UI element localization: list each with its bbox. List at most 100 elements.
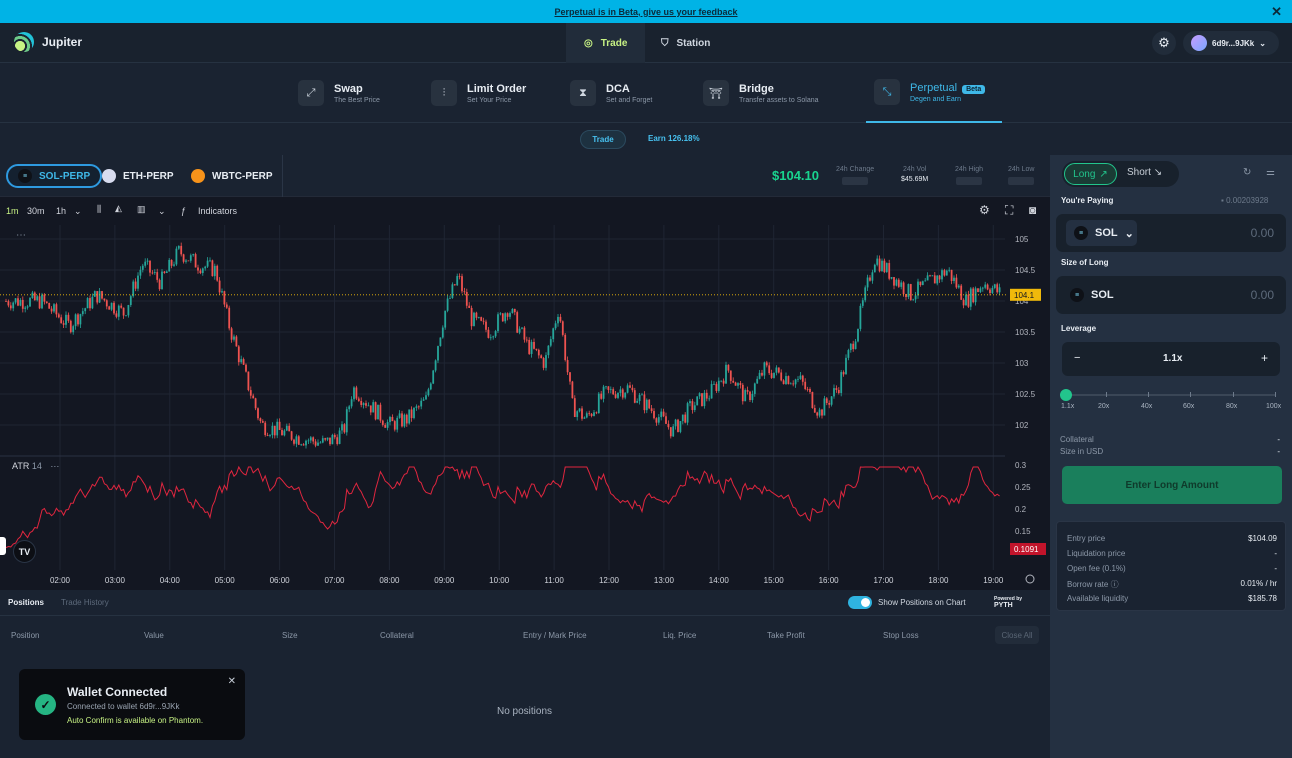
candle-body xyxy=(725,364,727,384)
tab-positions[interactable]: Positions xyxy=(8,598,45,607)
settings-sliders-icon[interactable]: ⚌ xyxy=(1266,167,1275,178)
mode-trade-button[interactable]: Trade xyxy=(580,130,626,149)
close-icon[interactable]: ✕ xyxy=(227,676,236,687)
y-tick-label: 104.5 xyxy=(1015,266,1036,275)
camera-icon[interactable]: ◙ xyxy=(1029,203,1037,217)
candle-body xyxy=(91,296,94,309)
bar-chart-icon[interactable]: ▥ xyxy=(137,204,146,214)
candle-body xyxy=(233,336,235,340)
feedback-link[interactable]: Perpetual is in Beta, give us your feedb… xyxy=(554,6,738,17)
sol-icon: ≡ xyxy=(18,169,32,183)
long-button[interactable]: Long ↗ xyxy=(1064,163,1117,185)
beta-banner: Perpetual is in Beta, give us your feedb… xyxy=(0,0,1292,23)
indicators-button[interactable]: Indicators xyxy=(198,206,238,216)
info-icon[interactable]: ⓘ xyxy=(1110,580,1119,589)
market-eth-perp[interactable]: ETH-PERP xyxy=(92,164,184,188)
wbtc-icon xyxy=(191,169,205,183)
candle-body xyxy=(895,279,898,286)
trend-down-icon: ↘ xyxy=(1153,167,1163,178)
size-amount-input[interactable]: 0.00 xyxy=(1250,288,1274,302)
subnav-subtitle: Degen and Earn xyxy=(910,95,961,103)
interval-1h[interactable]: 1h xyxy=(56,206,67,216)
candle-body xyxy=(240,359,243,363)
subnav-limit-order[interactable]: ⫶ Limit Order Set Your Price xyxy=(431,63,526,123)
subnav-perpetual[interactable]: ⤡ Perpetual Beta Degen and Earn xyxy=(866,63,1002,123)
candle-body xyxy=(317,442,319,446)
short-button[interactable]: Short ↘ xyxy=(1127,167,1162,178)
candle-body xyxy=(117,305,120,317)
candle-body xyxy=(161,271,163,290)
subnav-dca[interactable]: ⧗ DCA Set and Forget xyxy=(570,63,652,123)
positions-tabs: Positions Trade History Show Positions o… xyxy=(0,590,1050,616)
candle-body xyxy=(225,304,228,308)
candle-body xyxy=(825,398,828,403)
nav-station[interactable]: ⛉ Station xyxy=(643,23,728,63)
subnav-swap[interactable]: ⤢ Swap The Best Price xyxy=(298,63,380,123)
pay-token-symbol: SOL xyxy=(1095,227,1118,239)
plus-button[interactable]: + xyxy=(1261,351,1269,365)
chart-panel: ≡ SOL-PERP ETH-PERP WBTC-PERP $104.10 24… xyxy=(0,155,1050,590)
candle-body xyxy=(417,406,420,408)
candle-body xyxy=(235,336,238,347)
candle-body xyxy=(547,345,550,356)
candle-body xyxy=(686,403,689,423)
candle-body xyxy=(369,405,372,413)
candle-body xyxy=(141,265,144,270)
more-icon[interactable]: ⋯ xyxy=(50,461,60,471)
candles-icon[interactable]: ⫼ xyxy=(97,204,102,214)
candle-body xyxy=(888,263,891,279)
side-handle[interactable] xyxy=(0,537,6,555)
candle-body xyxy=(578,408,581,412)
mode-earn-button[interactable]: Earn 126.18% xyxy=(648,134,700,143)
slider-handle[interactable] xyxy=(1060,389,1072,401)
close-icon[interactable]: ✕ xyxy=(1271,4,1282,19)
candle-body xyxy=(110,302,113,310)
candle-body xyxy=(746,390,749,392)
market-wbtc-perp[interactable]: WBTC-PERP xyxy=(181,164,283,188)
show-positions-toggle[interactable] xyxy=(848,596,872,609)
candle-body xyxy=(350,399,353,407)
subnav-title: Bridge xyxy=(739,82,774,95)
interval-30m[interactable]: 30m xyxy=(27,206,45,216)
settings-icon[interactable]: ⚙ xyxy=(979,203,990,217)
leverage-slider[interactable] xyxy=(1066,394,1276,396)
size-usd-label: Size in USD xyxy=(1060,447,1104,456)
chevron-down-icon[interactable]: ⌄ xyxy=(158,206,166,216)
candle-body xyxy=(717,380,720,391)
candle-body xyxy=(595,412,598,414)
tab-trade-history[interactable]: Trade History xyxy=(61,598,109,607)
enter-long-button[interactable]: Enter Long Amount xyxy=(1062,466,1282,504)
more-icon[interactable]: ⋯ xyxy=(16,230,26,241)
tradingview-icon[interactable]: TV xyxy=(13,540,36,563)
eth-icon xyxy=(102,169,116,183)
candle-body xyxy=(81,311,84,315)
candle-body xyxy=(729,370,732,381)
wallet-button[interactable]: 6d9r...9JKk ⌄ xyxy=(1183,31,1279,55)
nav-trade[interactable]: ◎ Trade xyxy=(566,23,646,63)
candle-body xyxy=(705,392,708,399)
size-usd-value: - xyxy=(1277,447,1280,456)
candle-body xyxy=(50,308,53,312)
market-sol-perp[interactable]: ≡ SOL-PERP xyxy=(6,164,103,188)
area-chart-icon[interactable]: ◭ xyxy=(115,203,122,213)
candle-body xyxy=(763,362,766,376)
borrow-rate-text: Borrow rate xyxy=(1067,580,1109,589)
minus-button[interactable]: − xyxy=(1074,352,1081,364)
pay-amount-input[interactable]: 0.00 xyxy=(1250,226,1274,240)
subnav-bridge[interactable]: ⛩ Bridge Transfer assets to Solana xyxy=(703,63,819,123)
price-chart[interactable]: 105 104.5 104 103.5 103 102.5 102 104.1 0.3 0.25… xyxy=(0,225,1050,590)
fullscreen-icon[interactable]: ⛶ xyxy=(1005,203,1014,217)
interval-1m[interactable]: 1m xyxy=(6,206,19,216)
candle-body xyxy=(194,254,197,268)
leverage-stepper: − 1.1x + xyxy=(1062,342,1280,376)
gear-icon[interactable]: ⚙ xyxy=(1152,31,1176,55)
candle-body xyxy=(919,281,922,286)
candle-body xyxy=(283,430,286,436)
close-all-button[interactable]: Close All xyxy=(995,626,1039,644)
brand[interactable]: Jupiter xyxy=(14,32,82,52)
chevron-down-icon[interactable]: ⌄ xyxy=(74,206,82,216)
candle-body xyxy=(629,385,631,388)
candle-body xyxy=(864,287,867,301)
indicators-icon[interactable]: ƒ xyxy=(181,206,187,216)
refresh-icon[interactable]: ↻ xyxy=(1243,167,1252,178)
